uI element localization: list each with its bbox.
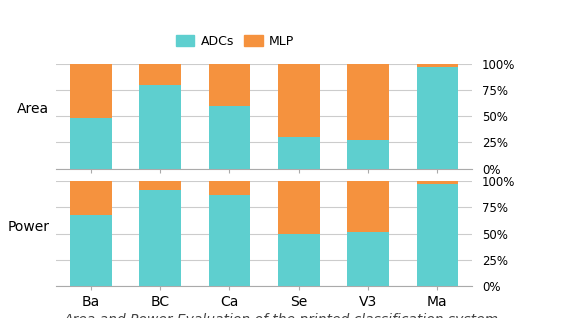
Text: Area and Power Evaluation of the printed classification system: Area and Power Evaluation of the printed… bbox=[64, 313, 498, 318]
Bar bbox=[278, 234, 320, 286]
Bar bbox=[278, 181, 320, 234]
Bar bbox=[209, 106, 250, 169]
Bar bbox=[209, 181, 250, 195]
Bar bbox=[416, 67, 458, 169]
Legend: ADCs, MLP: ADCs, MLP bbox=[171, 30, 300, 53]
Bar bbox=[209, 64, 250, 106]
Bar bbox=[347, 64, 389, 140]
Bar bbox=[70, 64, 112, 118]
Bar bbox=[347, 232, 389, 286]
Bar bbox=[70, 215, 112, 286]
Y-axis label: Power: Power bbox=[7, 220, 49, 234]
Bar bbox=[209, 195, 250, 286]
Bar bbox=[416, 184, 458, 286]
Bar bbox=[347, 181, 389, 232]
Bar bbox=[416, 64, 458, 67]
Bar bbox=[139, 85, 181, 169]
Bar bbox=[278, 137, 320, 169]
Bar bbox=[139, 190, 181, 286]
Bar bbox=[347, 140, 389, 169]
Bar bbox=[139, 64, 181, 85]
Bar bbox=[70, 181, 112, 215]
Bar bbox=[416, 181, 458, 184]
Bar bbox=[70, 118, 112, 169]
Y-axis label: Area: Area bbox=[17, 102, 49, 116]
Bar bbox=[278, 64, 320, 137]
Bar bbox=[139, 181, 181, 190]
